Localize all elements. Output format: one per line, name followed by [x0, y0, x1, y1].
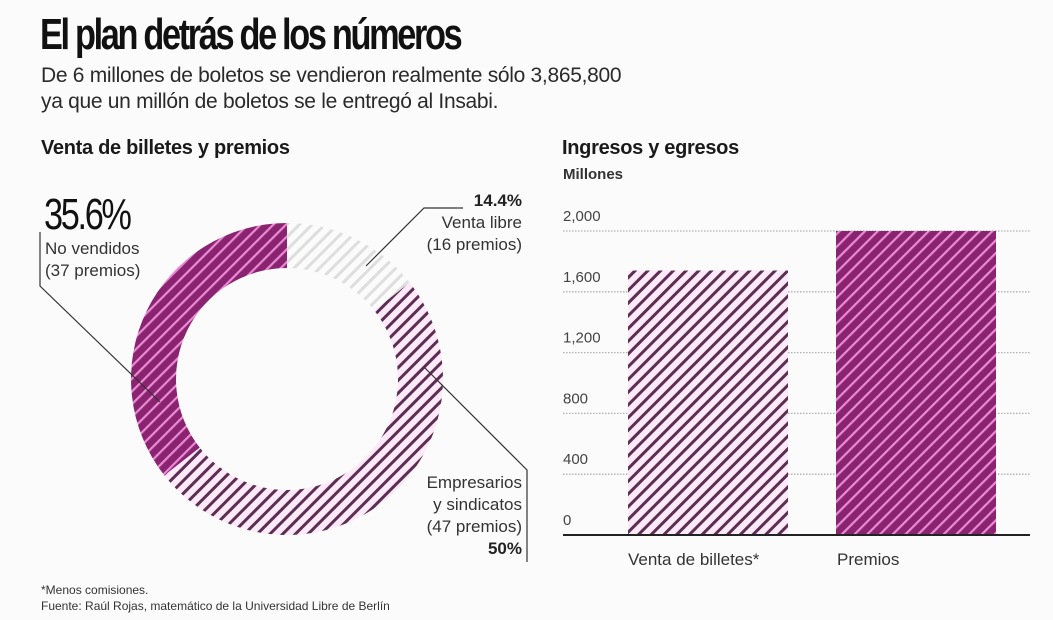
empresarios-percent: 50% [487, 539, 522, 558]
bar-chart-units: Millones [563, 166, 624, 183]
venta-libre-percent: 14.4% [473, 191, 522, 210]
y-tick-label: 0 [563, 512, 571, 529]
venta-libre-label: 14.4% Venta libre (16 premios) [427, 190, 522, 256]
no-vendidos-label-line2: (37 premios) [45, 261, 141, 280]
footnote-source: Fuente: Raúl Rojas, matemático de la Uni… [41, 599, 390, 613]
subtitle-line-1: De 6 millones de boletos se vendieron re… [41, 64, 622, 87]
venta-libre-label-line1: Venta libre [441, 213, 522, 232]
venta-libre-label-line2: (16 premios) [426, 235, 522, 254]
page-title: El plan detrás de los números [40, 10, 463, 59]
empresarios-label-line3: (47 premios) [426, 517, 522, 536]
y-tick-label: 1,200 [563, 330, 601, 347]
donut-slice-venta-libre [287, 223, 410, 311]
bar-chart: 0 400 800 1,200 1,600 2,000 Venta de billetes*… [563, 208, 1030, 569]
y-tick-label: 1,600 [563, 269, 601, 286]
donut-slice-empresarios-y-sindicatos [164, 282, 444, 535]
subtitle-line-2: ya que un millón de boletos se le entreg… [41, 90, 499, 113]
y-tick-label: 400 [563, 451, 588, 468]
leader-lines [39, 207, 528, 562]
bar-premios [836, 231, 996, 535]
no-vendidos-label-line1: No vendidos [45, 239, 140, 258]
donut-chart [131, 223, 444, 535]
footnote: *Menos comisiones. Fuente: Raúl Rojas, m… [41, 582, 390, 614]
donut-slice-no-vendidos [131, 223, 287, 476]
empresarios-label-line1: Empresarios [426, 473, 522, 492]
empresarios-label-line2: y sindicatos [433, 495, 522, 514]
x-category-label: Venta de billetes* [628, 550, 760, 569]
leader-line-venta-libre [365, 207, 463, 267]
footnote-note: *Menos comisiones. [41, 583, 149, 597]
bar-venta-de-billetes [628, 270, 788, 535]
no-vendidos-percent: 35.6% [44, 190, 132, 239]
x-category-label: Premios [837, 550, 899, 569]
no-vendidos-label: No vendidos (37 premios) [45, 238, 140, 282]
leader-line-no-vendidos [39, 232, 161, 403]
donut-chart-title: Venta de billetes y premios [41, 137, 290, 159]
empresarios-label: Empresarios y sindicatos (47 premios) 50… [427, 472, 522, 560]
y-tick-label: 800 [563, 390, 588, 407]
bar-chart-title: Ingresos y egresos [562, 137, 739, 159]
leader-line-empresarios [423, 366, 528, 562]
y-tick-label: 2,000 [563, 208, 601, 225]
